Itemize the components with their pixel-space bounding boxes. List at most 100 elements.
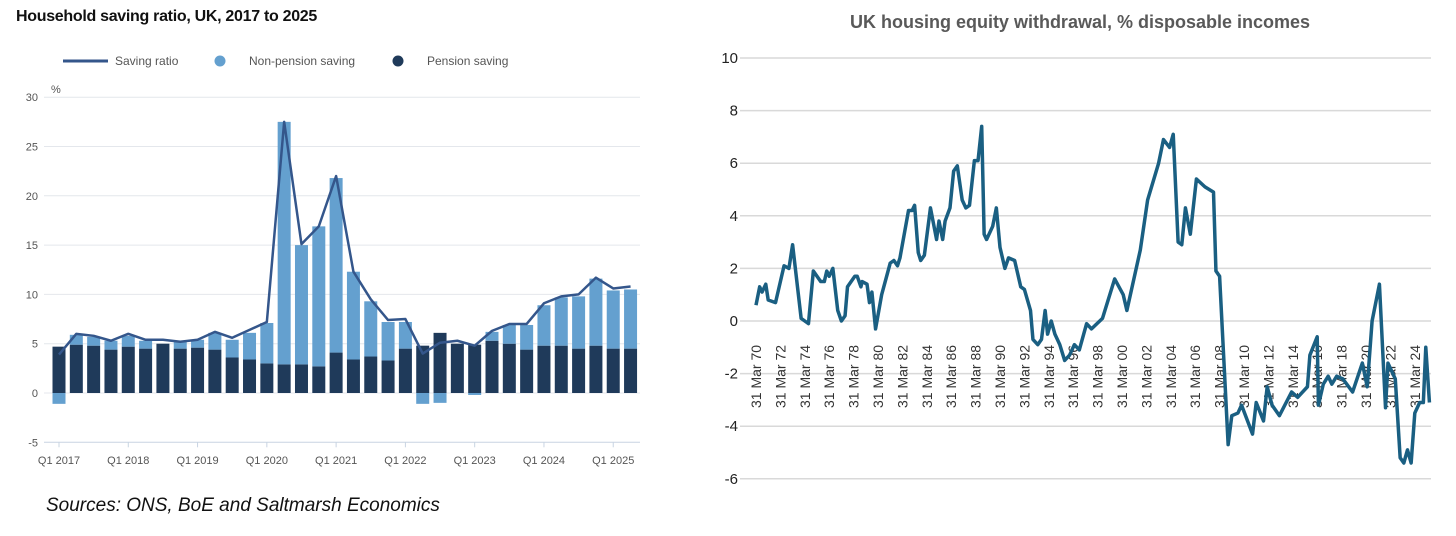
- y-tick-label: 25: [26, 142, 38, 154]
- x-tick-label: Q1 2018: [107, 455, 149, 467]
- pension-bar: [468, 344, 482, 393]
- x-tick-label: 31 Mar 00: [1114, 345, 1130, 408]
- non-pension-bar: [606, 290, 620, 349]
- x-tick-label: 31 Mar 88: [968, 345, 984, 408]
- legend-dot-marker: [214, 55, 226, 67]
- pension-bar: [294, 364, 308, 393]
- y-tick-label: 30: [26, 92, 38, 104]
- y-tick-label: 0: [730, 313, 738, 330]
- pension-bar: [624, 348, 638, 393]
- non-pension-bar: [624, 289, 638, 349]
- x-tick-label: 31 Mar 74: [797, 345, 813, 408]
- x-tick-label: 31 Mar 10: [1236, 345, 1252, 408]
- y-tick-label: 2: [730, 260, 738, 277]
- pension-bar: [243, 359, 257, 393]
- non-pension-bar: [398, 322, 412, 349]
- non-pension-bar: [416, 393, 430, 404]
- x-tick-label: 31 Mar 82: [894, 345, 910, 408]
- left-chart-title: Household saving ratio, UK, 2017 to 2025: [16, 8, 317, 25]
- saving-ratio-line: [58, 120, 631, 356]
- y-tick-label: 20: [26, 191, 38, 203]
- equity-withdrawal-chart: -6 -4 -2 0 2 4 6 8 10 31 Mar 70 31 Mar 72 31 Mar 74…: [721, 50, 1432, 488]
- x-tick-label: 31 Mar 06: [1187, 345, 1203, 408]
- x-tick-label: 31 Mar 98: [1090, 345, 1106, 408]
- x-tick-label: Q1 2020: [246, 455, 288, 467]
- non-pension-bar: [191, 339, 205, 348]
- x-tick-label: 31 Mar 02: [1138, 345, 1154, 408]
- non-pension-bar: [589, 278, 603, 346]
- non-pension-bar: [329, 178, 343, 353]
- non-pension-bar: [87, 336, 101, 346]
- non-pension-bar: [260, 322, 274, 364]
- x-tick-label: 31 Mar 84: [919, 345, 935, 408]
- y-tick-label: 5: [32, 339, 38, 351]
- non-pension-bar: [381, 322, 395, 361]
- y-tick-label: 0: [32, 388, 38, 400]
- x-tick-label: 31 Mar 96: [1065, 345, 1081, 408]
- x-tick-label: 31 Mar 72: [772, 345, 788, 408]
- x-tick-label: 31 Mar 92: [1016, 345, 1032, 408]
- non-pension-bar: [104, 340, 118, 350]
- pension-bar: [520, 349, 534, 393]
- non-pension-bar: [312, 226, 326, 367]
- x-tick-label: Q1 2022: [384, 455, 426, 467]
- x-tick-label: 31 Mar 18: [1334, 345, 1350, 408]
- pension-bar: [398, 348, 412, 393]
- x-tick-label: Q1 2017: [38, 455, 80, 467]
- non-pension-bar: [225, 339, 239, 358]
- non-pension-bar: [139, 340, 153, 349]
- pension-bar: [260, 363, 274, 393]
- non-pension-bar: [537, 305, 551, 346]
- non-pension-bar: [52, 393, 66, 404]
- pension-bar: [208, 349, 222, 393]
- x-tick-label: Q1 2025: [592, 455, 634, 467]
- non-pension-bar: [208, 332, 222, 350]
- pension-bar: [277, 364, 291, 393]
- saving-ratio-chart: -5 0 5 10 15 20 25 30% Q1 2017 Q1 2018 Q1 2019 Q1 2…: [26, 54, 640, 467]
- non-pension-bar: [364, 301, 378, 357]
- pension-bar: [225, 357, 239, 393]
- non-pension-bar: [277, 121, 291, 365]
- legend-label: Pension saving: [427, 54, 508, 68]
- pension-bar: [572, 348, 586, 393]
- non-pension-bar: [554, 297, 568, 346]
- legend-label: Non-pension saving: [249, 54, 355, 68]
- non-pension-bar: [243, 332, 257, 360]
- non-pension-bar: [468, 393, 482, 395]
- pension-bar: [416, 345, 430, 393]
- x-tick-label: Q1 2023: [454, 455, 496, 467]
- y-tick-label: 10: [721, 50, 738, 67]
- pension-bar: [121, 346, 135, 393]
- non-pension-bar: [502, 324, 516, 344]
- x-tick-label: 31 Mar 12: [1260, 345, 1276, 408]
- pension-bar: [381, 360, 395, 393]
- pension-bar: [69, 344, 83, 393]
- y-tick-label: 4: [730, 208, 738, 225]
- pension-bar: [104, 349, 118, 393]
- pension-bar: [87, 345, 101, 393]
- pension-bar: [156, 343, 170, 393]
- x-tick-label: 31 Mar 80: [870, 345, 886, 408]
- x-tick-label: 31 Mar 78: [846, 345, 862, 408]
- sources-note: Sources: ONS, BoE and Saltmarsh Economic…: [46, 495, 440, 516]
- y-tick-label: -6: [725, 471, 738, 488]
- x-tick-label: 31 Mar 14: [1285, 345, 1301, 408]
- pension-bar: [537, 345, 551, 393]
- pension-bar: [433, 332, 447, 393]
- legend-label: Saving ratio: [115, 54, 179, 68]
- x-tick-label: 31 Mar 90: [992, 345, 1008, 408]
- pension-bar: [191, 347, 205, 393]
- x-tick-label: 31 Mar 94: [1041, 345, 1057, 408]
- right-chart-title: UK housing equity withdrawal, % disposab…: [849, 12, 1311, 32]
- non-pension-bar: [485, 331, 499, 341]
- x-tick-label: Q1 2021: [315, 455, 357, 467]
- non-pension-bar: [173, 341, 187, 349]
- equity-withdrawal-line: [754, 124, 1432, 465]
- pension-bar: [139, 348, 153, 393]
- y-tick-label: 6: [730, 155, 738, 172]
- legend-dot-marker: [392, 55, 404, 67]
- non-pension-bar: [69, 334, 83, 345]
- y-tick-label: 15: [26, 240, 38, 252]
- non-pension-bar: [121, 335, 135, 347]
